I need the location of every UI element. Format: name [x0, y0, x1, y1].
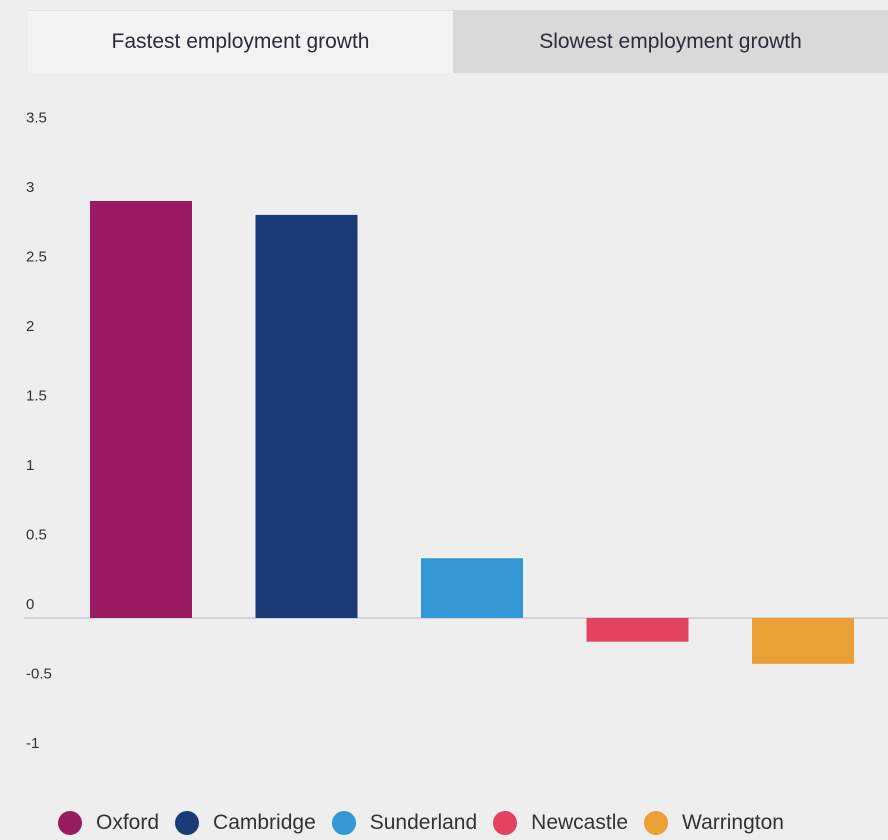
- tab-bar: Fastest employment growth Slowest employ…: [28, 10, 888, 73]
- legend-swatch-cambridge: [175, 811, 200, 835]
- y-tick-label: 0: [26, 596, 34, 613]
- y-tick-label: 1.5: [26, 388, 47, 405]
- y-tick-label: -0.5: [26, 666, 52, 683]
- y-tick-label: 2: [26, 318, 34, 335]
- legend-label-warrington: Warrington: [682, 811, 784, 834]
- legend-item-oxford[interactable]: Oxford: [58, 811, 159, 835]
- y-tick-label: 3: [26, 179, 34, 196]
- legend-label-sunderland: Sunderland: [369, 811, 478, 834]
- bar-oxford[interactable]: [90, 201, 192, 618]
- tab-slowest-employment-growth[interactable]: Slowest employment growth: [453, 10, 888, 73]
- bar-sunderland[interactable]: [421, 558, 523, 618]
- tab-fastest-employment-growth[interactable]: Fastest employment growth: [28, 10, 453, 73]
- legend-swatch-warrington: [644, 811, 669, 835]
- legend-item-newcastle[interactable]: Newcastle: [493, 811, 628, 835]
- bar-newcastle[interactable]: [586, 618, 689, 642]
- legend-label-oxford: Oxford: [96, 811, 160, 834]
- y-tick-label: 0.5: [26, 527, 47, 544]
- y-tick-label: 1: [26, 457, 34, 474]
- y-tick-label: -1: [26, 735, 39, 752]
- legend-swatch-sunderland: [331, 811, 356, 835]
- legend-swatch-newcastle: [493, 811, 518, 835]
- legend-item-sunderland[interactable]: Sunderland: [331, 811, 478, 835]
- legend-item-cambridge[interactable]: Cambridge: [175, 811, 316, 835]
- y-tick-label: 2.5: [26, 249, 47, 266]
- legend-swatch-oxford: [58, 811, 82, 835]
- bar-chart: 3.5 3 2.5 2 1.5 1 0.5 0 -0.5 -1: [24, 110, 888, 752]
- legend: Oxford Cambridge Sunderland Newcastle Wa…: [58, 806, 800, 840]
- legend-item-warrington[interactable]: Warrington: [644, 811, 784, 835]
- y-tick-label: 3.5: [26, 110, 47, 127]
- legend-label-cambridge: Cambridge: [213, 811, 316, 834]
- legend-label-newcastle: Newcastle: [531, 811, 629, 834]
- bar-cambridge[interactable]: [255, 214, 358, 618]
- bar-warrington[interactable]: [752, 618, 854, 664]
